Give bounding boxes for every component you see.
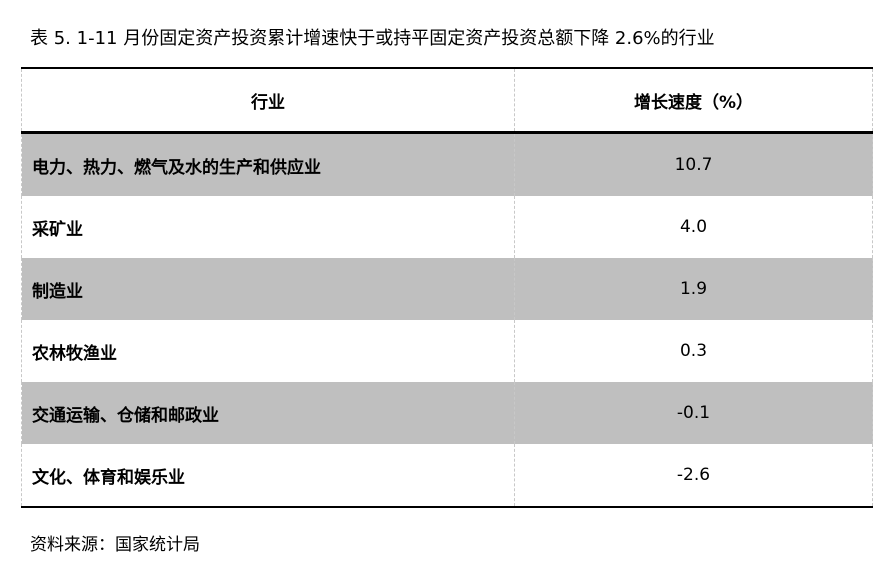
table-row: 文化、体育和娱乐业 -2.6 bbox=[21, 444, 873, 507]
table-row: 电力、热力、燃气及水的生产和供应业 10.7 bbox=[21, 132, 873, 196]
table-row: 农林牧渔业 0.3 bbox=[21, 320, 873, 382]
header-growth: 增长速度（%） bbox=[514, 68, 873, 134]
table-title: 表 5. 1-11 月份固定资产投资累计增速快于或持平固定资产投资总额下降 2.… bbox=[30, 28, 715, 49]
industry-cell: 电力、热力、燃气及水的生产和供应业 bbox=[21, 132, 515, 196]
table-row: 交通运输、仓储和邮政业 -0.1 bbox=[21, 382, 873, 444]
industry-cell: 文化、体育和娱乐业 bbox=[21, 444, 515, 507]
growth-cell: 4.0 bbox=[514, 196, 873, 258]
growth-cell: -0.1 bbox=[514, 382, 873, 444]
header-row: 行业 增长速度（%） bbox=[21, 68, 873, 134]
industry-cell: 制造业 bbox=[21, 258, 515, 320]
industry-cell: 农林牧渔业 bbox=[21, 320, 515, 382]
growth-cell: 10.7 bbox=[514, 132, 873, 196]
industry-cell: 交通运输、仓储和邮政业 bbox=[21, 382, 515, 444]
growth-cell: -2.6 bbox=[514, 444, 873, 507]
header-industry: 行业 bbox=[21, 68, 515, 134]
source-note: 资料来源：国家统计局 bbox=[30, 535, 200, 555]
industry-cell: 采矿业 bbox=[21, 196, 515, 258]
industry-growth-table: 行业 增长速度（%） 电力、热力、燃气及水的生产和供应业 10.7 采矿业 4.… bbox=[21, 67, 873, 508]
growth-cell: 0.3 bbox=[514, 320, 873, 382]
table-row: 采矿业 4.0 bbox=[21, 196, 873, 258]
table-row: 制造业 1.9 bbox=[21, 258, 873, 320]
growth-cell: 1.9 bbox=[514, 258, 873, 320]
